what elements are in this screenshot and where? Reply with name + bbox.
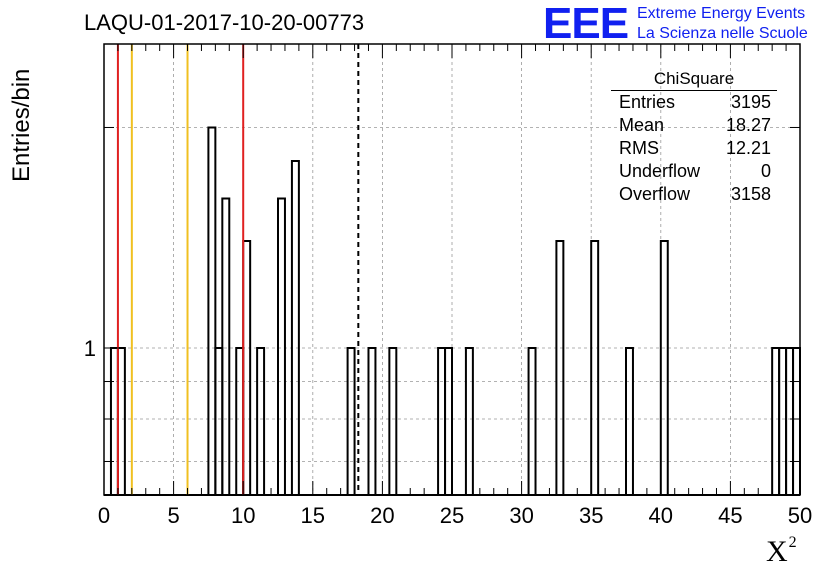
stats-row: RMS 12.21 [611, 137, 777, 160]
x-tick-label: 15 [301, 503, 325, 528]
stats-value: 12.21 [725, 138, 771, 158]
x-tick-label: 20 [370, 503, 394, 528]
marker-lines [116, 44, 360, 495]
histogram-bin [771, 347, 781, 495]
stats-label: Overflow [619, 184, 691, 204]
histogram-bin [792, 347, 801, 495]
histogram-bin [444, 347, 453, 495]
histogram-bin [659, 239, 669, 495]
stats-row: Mean 18.27 [611, 114, 777, 137]
histogram-bin [346, 347, 356, 495]
histogram-bin [464, 347, 474, 495]
histogram-bars [104, 126, 801, 496]
histogram-bin [242, 239, 252, 495]
x-axis-label-superscript: 2 [788, 534, 797, 551]
x-tick-label: 25 [440, 503, 464, 528]
stats-value: 0 [760, 161, 771, 181]
x-tick-label: 0 [98, 503, 110, 528]
histogram-bin [625, 347, 634, 495]
x-tick-label: 40 [649, 503, 673, 528]
stats-label: Entries [619, 92, 676, 112]
histogram-bin [235, 347, 245, 495]
stats-label: Underflow [619, 161, 701, 181]
histogram-bin [367, 347, 377, 495]
histogram-bin [214, 347, 224, 495]
stats-label: Mean [619, 115, 665, 135]
x-axis-label: X2 [766, 534, 797, 569]
stats-label: RMS [619, 138, 659, 158]
stats-row: Overflow 3158 [611, 183, 777, 206]
histogram-bin [527, 347, 537, 495]
histogram-bin [437, 347, 447, 495]
histogram-bin [555, 239, 565, 495]
histogram-bin [221, 197, 231, 495]
histogram-bin [778, 347, 788, 495]
histogram-bin [277, 197, 286, 495]
x-tick-label: 45 [718, 503, 742, 528]
histogram-bin [116, 347, 126, 495]
eee-logo: EEE [543, 0, 629, 48]
x-tick-label: 50 [788, 503, 812, 528]
histogram-bin [207, 126, 217, 495]
histogram-bin [109, 347, 119, 495]
histogram-bin [785, 347, 795, 495]
logo-caption-line1: Extreme Energy Events [637, 5, 806, 22]
y-tick-label: 1 [84, 336, 96, 361]
x-axis-label-symbol: X [766, 535, 788, 568]
chart-title: LAQU-01-2017-10-20-00773 [84, 10, 365, 35]
logo-caption-line2: La Scienza nelle Scuole [637, 25, 808, 42]
histogram-bin [590, 239, 600, 495]
histogram-bin [256, 347, 266, 495]
histogram-bin [388, 347, 398, 495]
axes [103, 43, 801, 496]
tick-labels: 0 5 10 15 20 25 30 35 40 45 50 1 [84, 336, 812, 528]
stats-row: Entries 3195 [611, 91, 777, 114]
x-tick-label: 30 [509, 503, 533, 528]
stats-value: 3158 [730, 184, 771, 204]
stats-value: 18.27 [725, 115, 771, 135]
x-tick-label: 10 [231, 503, 255, 528]
x-tick-label: 35 [579, 503, 603, 528]
logo-caption: Extreme Energy Events La Scienza nelle S… [637, 4, 808, 44]
stats-box: ChiSquare Entries 3195 Mean 18.27 RMS 12.21 Un… [611, 68, 777, 206]
stats-value: 3195 [730, 92, 771, 112]
stats-title: ChiSquare [611, 68, 777, 91]
stats-row: Underflow 0 [611, 160, 777, 183]
histogram-bin [290, 159, 300, 495]
x-tick-label: 5 [167, 503, 179, 528]
